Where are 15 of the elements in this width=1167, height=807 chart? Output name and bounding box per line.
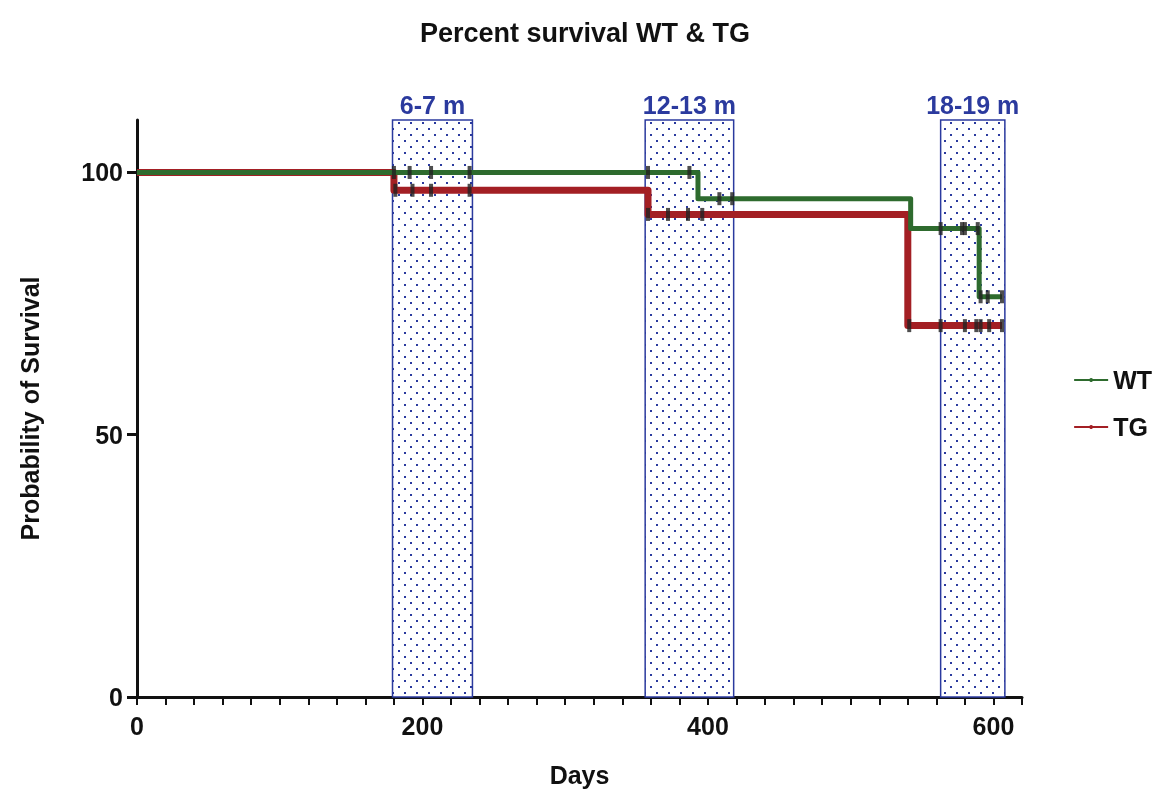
x-tick-label: 600 [972, 711, 1015, 740]
y-axis-title: Probability of Survival [15, 276, 44, 541]
legend-label: WT [1113, 366, 1153, 394]
chart-title: Percent survival WT & TG [419, 17, 751, 48]
legend-label: TG [1113, 413, 1148, 441]
y-tick-label: 50 [95, 420, 123, 449]
y-tick-label: 100 [81, 158, 123, 187]
x-tick-label: 200 [401, 711, 444, 740]
x-tick-label: 0 [130, 711, 144, 740]
y-tick-label: 0 [109, 683, 123, 711]
band-label: 6-7 m [399, 90, 466, 119]
x-axis-title: Days [549, 760, 610, 789]
band-label: 18-19 m [926, 90, 1020, 119]
band-label: 12-13 m [642, 90, 736, 119]
x-tick-label: 400 [687, 711, 729, 740]
